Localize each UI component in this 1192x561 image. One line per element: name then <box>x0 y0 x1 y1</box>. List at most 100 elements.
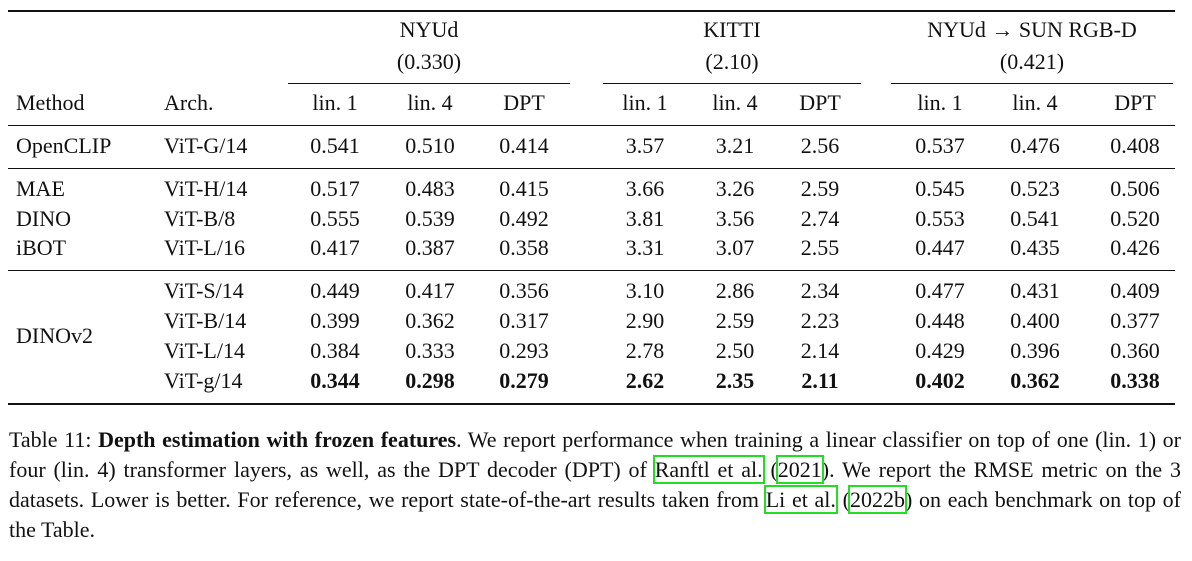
citation-link[interactable]: 2021 <box>775 455 824 484</box>
cell-value: 0.429 <box>915 337 965 363</box>
method: OpenCLIP <box>16 133 112 158</box>
rule <box>8 402 1175 405</box>
column-header: lin. 1 <box>312 90 358 115</box>
cell-value: 0.298 <box>405 367 455 393</box>
cell-value: 0.541 <box>310 133 360 158</box>
caption-text: . We report performance when training a … <box>9 427 1181 482</box>
cell-value: 0.317 <box>499 308 549 334</box>
caption-text: ( <box>835 487 850 512</box>
cell-value: 3.66 <box>625 176 665 201</box>
cell-value: 0.539 <box>405 205 455 231</box>
method: DINOv2 <box>16 322 93 348</box>
caption-text: ). We report the RMSE metric on the 3 da… <box>9 457 1181 512</box>
method: iBOT <box>16 235 67 261</box>
column-header: Method <box>16 90 85 115</box>
cell-value: 0.408 <box>1110 133 1160 158</box>
column-header: lin. 4 <box>407 90 453 115</box>
rule <box>603 83 861 84</box>
cell-value: 0.399 <box>310 308 360 334</box>
column-header: DPT <box>503 90 545 115</box>
cell-value: 0.510 <box>405 133 455 158</box>
cell-value: 0.541 <box>1010 205 1060 231</box>
cell-value: 0.426 <box>1110 235 1160 261</box>
cell-value: 2.78 <box>625 337 665 363</box>
rule <box>891 83 1173 84</box>
column-header: Arch. <box>164 90 214 115</box>
cell-value: 0.293 <box>499 337 549 363</box>
arch: ViT-g/14 <box>164 367 243 393</box>
cell-value: 2.55 <box>800 235 840 261</box>
cell-value: 0.333 <box>405 337 455 363</box>
group-name: NYUd → SUN RGB-D <box>927 17 1137 42</box>
cell-value: 0.358 <box>499 235 549 261</box>
cell-value: 0.417 <box>405 278 455 304</box>
method: MAE <box>16 176 65 201</box>
caption-text: ( <box>762 457 778 482</box>
column-header: lin. 4 <box>712 90 758 115</box>
cell-value: 0.417 <box>310 235 360 261</box>
cell-value: 0.396 <box>1010 337 1060 363</box>
citation-link[interactable]: Ranftl et al. <box>652 455 765 484</box>
cell-value: 2.62 <box>625 367 665 393</box>
cell-value: 2.86 <box>715 278 755 304</box>
caption-text: ) on each benchmark on top of the Table. <box>9 487 1182 542</box>
rule <box>288 83 570 84</box>
citation-link[interactable]: Li et al. <box>763 485 838 514</box>
cell-value: 0.545 <box>915 176 965 201</box>
cell-value: 0.476 <box>1010 133 1060 158</box>
arch: ViT-B/14 <box>164 308 247 334</box>
cell-value: 0.415 <box>499 176 549 201</box>
cell-value: 0.387 <box>405 235 455 261</box>
cell-value: 0.279 <box>499 367 549 393</box>
cell-value: 3.21 <box>715 133 755 158</box>
cell-value: 0.414 <box>499 133 549 158</box>
cell-value: 3.10 <box>625 278 665 304</box>
cell-value: 3.07 <box>715 235 755 261</box>
cell-value: 2.50 <box>715 337 755 363</box>
cell-value: 0.447 <box>915 235 965 261</box>
cell-value: 0.338 <box>1110 367 1160 393</box>
cell-value: 0.506 <box>1110 176 1160 201</box>
arch: ViT-S/14 <box>164 278 244 304</box>
column-header: DPT <box>799 90 841 115</box>
cell-value: 2.59 <box>800 176 840 201</box>
cell-value: 3.31 <box>625 235 665 261</box>
column-header: lin. 1 <box>622 90 668 115</box>
cell-value: 0.400 <box>1010 308 1060 334</box>
cell-value: 2.11 <box>801 367 839 393</box>
cell-value: 0.537 <box>915 133 965 158</box>
cell-value: 0.409 <box>1110 278 1160 304</box>
cell-value: 0.517 <box>310 176 360 201</box>
cell-value: 0.555 <box>310 205 360 231</box>
cell-value: 0.360 <box>1110 337 1160 363</box>
cell-value: 0.435 <box>1010 235 1060 261</box>
cell-value: 2.90 <box>625 308 665 334</box>
cell-value: 2.56 <box>800 133 840 158</box>
arch: ViT-L/14 <box>164 337 245 363</box>
cell-value: 0.377 <box>1110 308 1160 334</box>
method: DINO <box>16 205 71 231</box>
cell-value: 3.26 <box>715 176 755 201</box>
cell-value: 0.384 <box>310 337 360 363</box>
cell-value: 0.344 <box>310 367 360 393</box>
rule <box>8 270 1175 272</box>
cell-value: 0.483 <box>405 176 455 201</box>
group-sota: (2.10) <box>705 49 759 74</box>
cell-value: 0.553 <box>915 205 965 231</box>
arch: ViT-L/16 <box>164 235 245 261</box>
cell-value: 0.449 <box>310 278 360 304</box>
cell-value: 0.356 <box>499 278 549 304</box>
cell-value: 0.520 <box>1110 205 1160 231</box>
cell-value: 2.59 <box>715 308 755 334</box>
rule <box>8 125 1175 126</box>
cell-value: 3.56 <box>715 205 755 231</box>
column-header: lin. 1 <box>917 90 963 115</box>
arch: ViT-G/14 <box>164 133 248 158</box>
cell-value: 2.34 <box>800 278 840 304</box>
cell-value: 0.431 <box>1010 278 1060 304</box>
cell-value: 2.35 <box>715 367 755 393</box>
citation-link[interactable]: 2022b <box>847 485 907 514</box>
group-name: KITTI <box>703 17 761 42</box>
group-name: NYUd <box>399 17 459 42</box>
